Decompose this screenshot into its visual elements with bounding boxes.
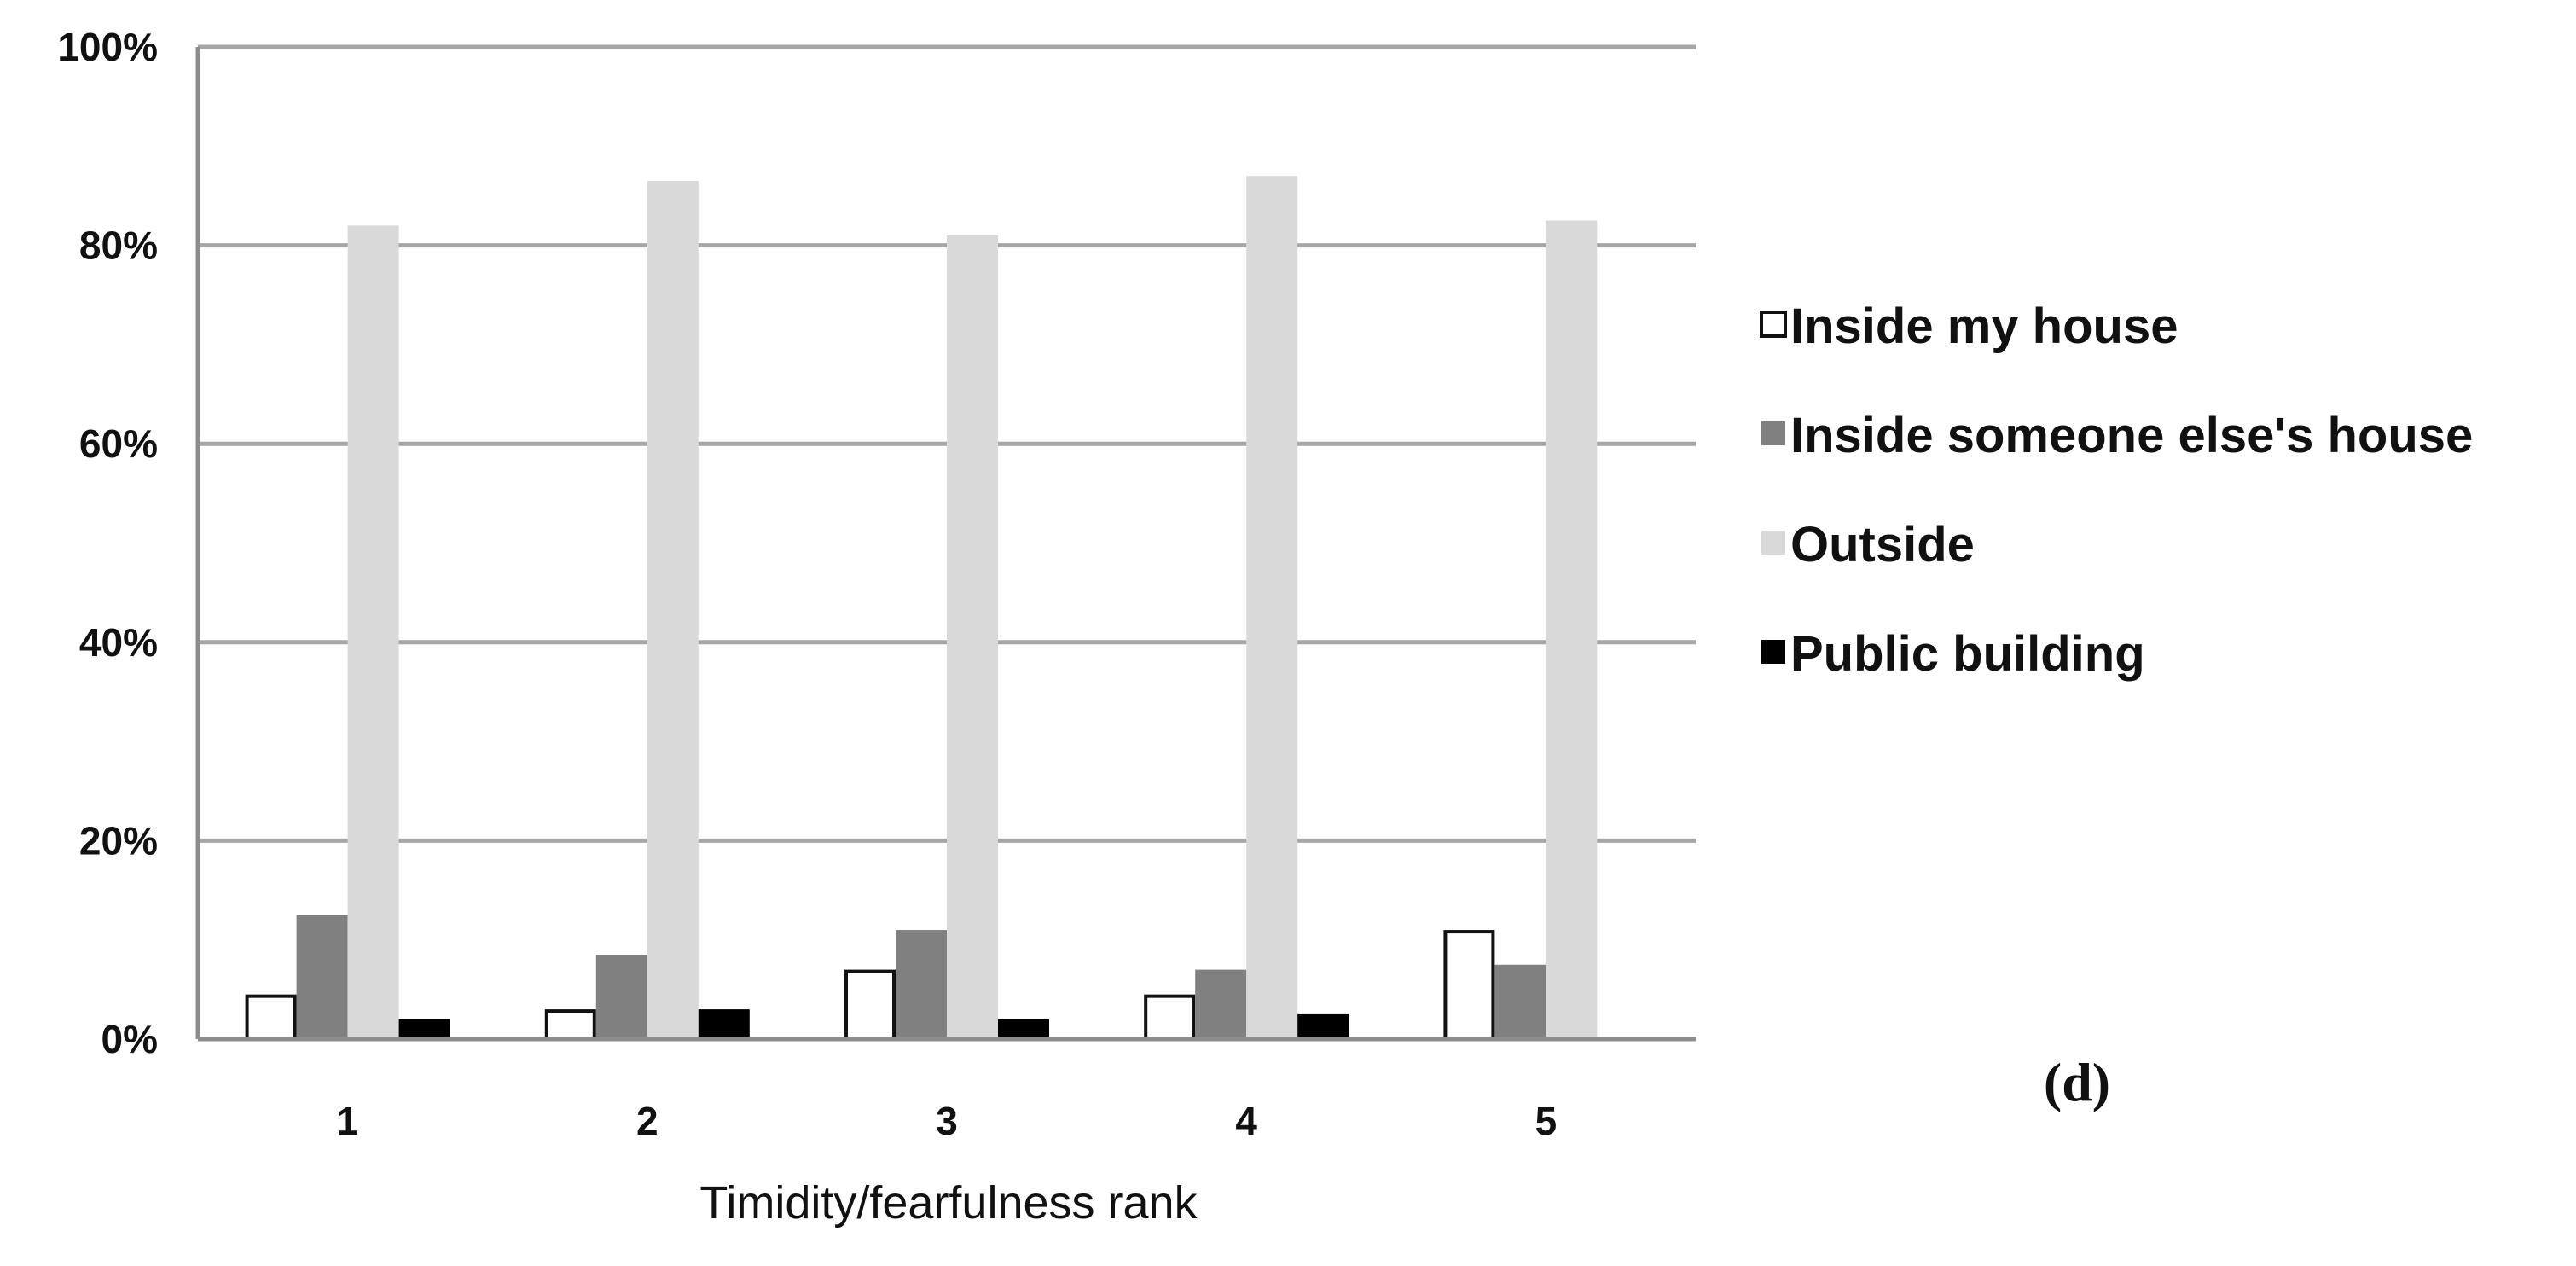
legend-swatch-outside	[1761, 531, 1785, 555]
x-tick-label: 5	[1535, 1099, 1558, 1143]
bar-public-building-4	[1297, 1013, 1349, 1039]
bar-inside-someone-else-s-house-5	[1494, 964, 1546, 1039]
bar-inside-someone-else-s-house-4	[1195, 969, 1247, 1039]
legend-swatch-inside-my-house	[1760, 311, 1787, 338]
bar-inside-my-house-3	[844, 969, 896, 1041]
bars	[245, 176, 1598, 1042]
legend: Inside my house Inside someone else's hou…	[1760, 299, 2473, 682]
x-tick-label: 1	[337, 1099, 359, 1143]
y-tick-label: 40%	[79, 620, 158, 665]
bar-outside-1	[347, 225, 399, 1040]
legend-swatch-public-building	[1761, 640, 1785, 664]
x-tick-label: 4	[1235, 1099, 1257, 1143]
bar-inside-someone-else-s-house-3	[896, 930, 947, 1039]
bar-outside-3	[947, 235, 998, 1040]
bar-public-building-1	[398, 1019, 450, 1039]
y-tick-label: 80%	[79, 224, 158, 268]
y-tick-label: 60%	[79, 421, 158, 466]
bar-inside-my-house-5	[1443, 930, 1495, 1041]
x-axis-title: Timidity/fearfulness rank	[699, 1177, 1198, 1228]
bar-inside-my-house-1	[245, 994, 297, 1042]
legend-label-inside-someone-else-s-house: Inside someone else's house	[1790, 408, 2473, 463]
bar-inside-someone-else-s-house-2	[595, 955, 647, 1039]
bar-inside-my-house-4	[1144, 994, 1196, 1042]
x-tick-label: 2	[636, 1099, 659, 1143]
bar-public-building-3	[998, 1019, 1049, 1039]
legend-swatch-inside-someone-else-s-house	[1761, 421, 1785, 445]
bar-inside-my-house-2	[544, 1009, 596, 1041]
y-tick-label: 20%	[79, 818, 158, 862]
panel-label: (d)	[2044, 1052, 2110, 1112]
y-tick-label: 100%	[57, 25, 158, 69]
legend-label-inside-my-house: Inside my house	[1790, 299, 2178, 354]
axes: 0% 20% 40% 60% 80% 100% 1 2 3 4 5	[57, 25, 1696, 1143]
bar-inside-someone-else-s-house-1	[296, 915, 348, 1039]
bar-outside-4	[1246, 176, 1298, 1039]
y-tick-label: 0%	[102, 1017, 158, 1061]
legend-label-public-building: Public building	[1790, 626, 2145, 682]
bar-outside-5	[1546, 220, 1598, 1039]
legend-label-outside: Outside	[1790, 517, 1975, 572]
bar-public-building-2	[698, 1009, 750, 1039]
bar-outside-2	[647, 181, 699, 1039]
x-tick-label: 3	[936, 1099, 958, 1143]
